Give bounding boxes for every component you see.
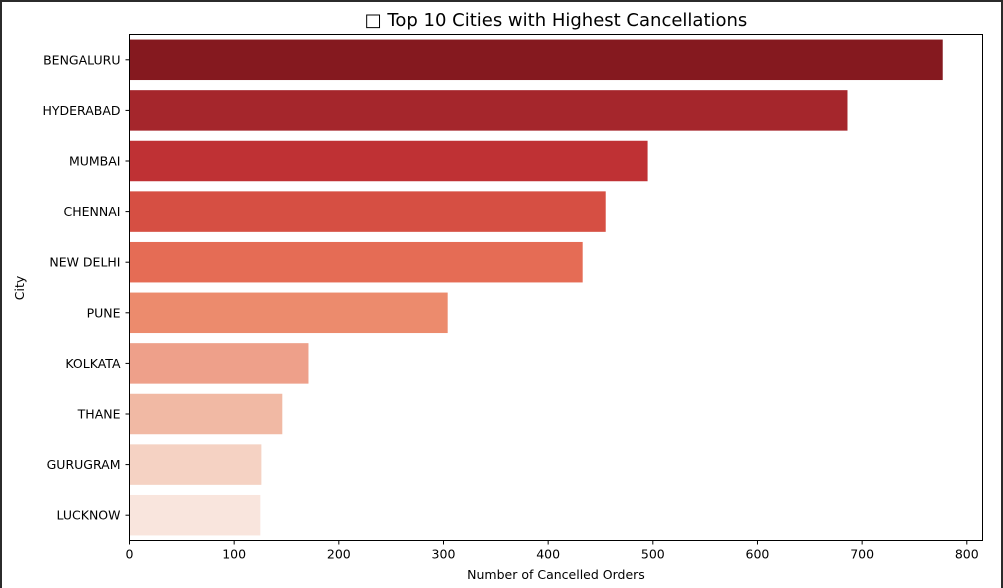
x-tick-label: 500 [641,547,665,562]
x-tick-label: 200 [327,547,351,562]
bar-lucknow [129,494,261,536]
y-tick-label: MUMBAI [69,154,121,169]
plot-area-frame [129,34,983,541]
bar-kolkata [129,343,309,384]
x-axis-title: Number of Cancelled Orders [467,567,645,582]
y-tick-label: KOLKATA [65,356,121,371]
bar-hyderabad [129,90,848,131]
bar-new-delhi [129,241,583,283]
x-tick-label: 800 [955,547,979,562]
y-axis-title: City [12,275,27,300]
y-tick-label: THANE [77,407,121,422]
y-tick-label: LUCKNOW [57,508,121,523]
bar-thane [129,393,283,435]
bar-bengaluru [129,39,943,81]
bar-pune [129,292,448,334]
bar-chennai [129,191,606,232]
y-tick-label: PUNE [87,305,121,320]
x-tick-label: 0 [126,547,134,562]
bar-gurugram [129,444,262,485]
y-tick-label: BENGALURU [43,52,120,67]
x-tick-label: 400 [536,547,560,562]
y-tick-label: HYDERABAD [42,103,120,118]
bar-mumbai [129,140,648,182]
chart-title: □ Top 10 Cities with Highest Cancellatio… [365,10,748,31]
x-tick-label: 300 [432,547,456,562]
x-tick-label: 600 [746,547,770,562]
y-tick-label: CHENNAI [64,204,121,219]
bars-group [129,39,943,536]
x-axis-ticks: 0 100 200 300 400 500 600 700 800 [126,540,979,562]
y-axis-ticks: BENGALURU HYDERABAD MUMBAI CHENNAI NEW DELHI… [42,52,130,523]
y-tick-label: GURUGRAM [47,457,121,472]
x-tick-label: 700 [850,547,874,562]
y-tick-label: NEW DELHI [49,255,120,270]
x-tick-label: 100 [222,547,246,562]
